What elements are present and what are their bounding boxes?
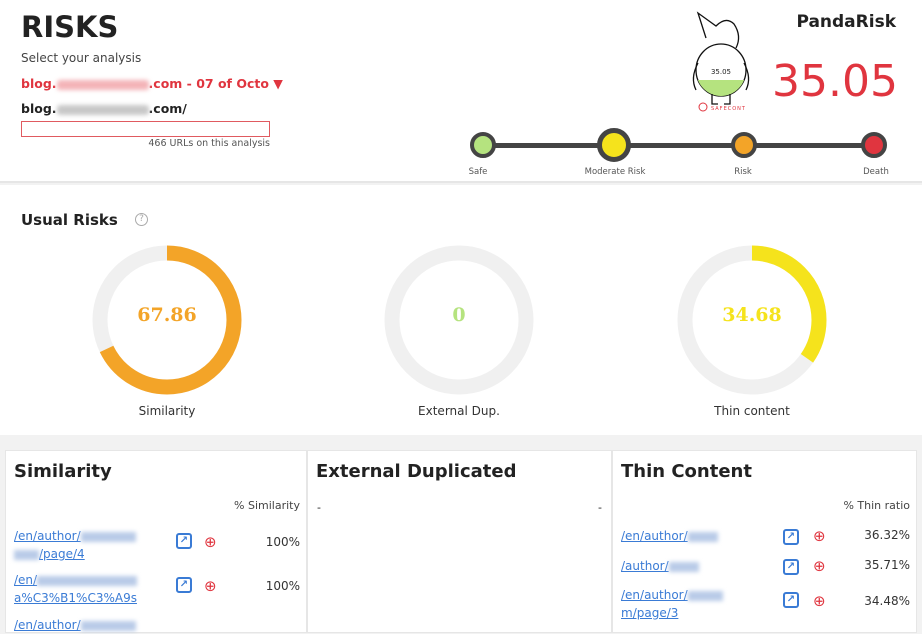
url-link[interactable]: /en/author/ bbox=[14, 616, 164, 634]
empty-value: - bbox=[317, 501, 321, 514]
url-link[interactable]: /en/a%C3%B1%C3%A9s bbox=[14, 573, 138, 605]
similarity-value: 100% bbox=[265, 579, 300, 593]
url-count: 466 URLs on this analysis bbox=[148, 138, 270, 149]
thin-content-panel: Thin Content % Thin ratio /en/author/ ↗ ⊕ 3… bbox=[612, 450, 917, 633]
open-external-icon[interactable]: ↗ bbox=[783, 529, 799, 545]
analysis-dropdown[interactable]: blog. .com - 07 of Octo ▼ bbox=[21, 76, 283, 91]
page-title: RISKS bbox=[21, 10, 119, 44]
panel-title: External Duplicated bbox=[316, 461, 517, 482]
caret-down-icon: ▼ bbox=[273, 76, 283, 91]
duplicate-check-icon[interactable]: ⊕ bbox=[813, 557, 826, 575]
panda-mascot-icon: 35.05 SAFECONT bbox=[692, 11, 750, 112]
section-title: Usual Risks bbox=[21, 211, 118, 229]
panel-title: Similarity bbox=[14, 461, 112, 482]
brand-name: PandaRisk bbox=[796, 12, 896, 32]
column-header: % Similarity bbox=[234, 499, 300, 512]
open-external-icon[interactable]: ↗ bbox=[176, 577, 192, 593]
duplicate-check-icon[interactable]: ⊕ bbox=[813, 592, 826, 610]
analysis-prefix: blog. bbox=[21, 76, 57, 91]
url-link[interactable]: /en/author/m/page/3 bbox=[621, 586, 771, 622]
gauge-label: External Dup. bbox=[418, 404, 500, 418]
list-item: /en/author/m/page/3 ↗ ⊕ 34.48% bbox=[621, 586, 910, 622]
gauge-ring bbox=[92, 245, 242, 395]
external-duplicated-panel: External Duplicated - - bbox=[307, 450, 612, 633]
domain-prefix: blog. bbox=[21, 101, 57, 116]
analysis-suffix: .com - 07 of Octo bbox=[148, 76, 269, 91]
empty-value: - bbox=[598, 501, 602, 514]
gauge-value: 67.86 bbox=[137, 304, 197, 326]
panda-score: 35.05 bbox=[772, 56, 898, 107]
duplicate-check-icon[interactable]: ⊕ bbox=[813, 527, 826, 545]
column-header: % Thin ratio bbox=[843, 499, 910, 512]
thin-ratio-value: 36.32% bbox=[864, 528, 910, 542]
level-label: Death bbox=[863, 167, 889, 177]
url-link[interactable]: /en/author/ bbox=[621, 527, 771, 545]
level-dot-safe bbox=[470, 132, 496, 158]
url-link[interactable]: /en/author//page/4 bbox=[14, 527, 164, 563]
svg-text:SAFECONT: SAFECONT bbox=[711, 106, 746, 112]
panel-title: Thin Content bbox=[621, 461, 752, 482]
gauge-external-dup: 0 External Dup. bbox=[379, 240, 539, 418]
gauge-label: Thin content bbox=[714, 404, 790, 418]
level-label: Risk bbox=[734, 167, 752, 177]
redacted bbox=[56, 104, 149, 115]
gauge-track bbox=[384, 245, 534, 395]
url-link[interactable]: /author/ bbox=[621, 557, 771, 575]
gauge-value: 34.68 bbox=[722, 304, 782, 326]
open-external-icon[interactable]: ↗ bbox=[783, 592, 799, 608]
level-label: Moderate Risk bbox=[584, 167, 646, 177]
similarity-value: 100% bbox=[265, 535, 300, 549]
level-dot-moderate bbox=[597, 128, 631, 162]
list-item: /author/ ↗ ⊕ 35.71% bbox=[621, 557, 910, 575]
gauge-ring bbox=[384, 245, 534, 395]
open-external-icon[interactable]: ↗ bbox=[176, 533, 192, 549]
level-label: Safe bbox=[468, 167, 488, 177]
duplicate-check-icon[interactable]: ⊕ bbox=[204, 533, 217, 551]
gauge-value: 0 bbox=[452, 304, 466, 326]
similarity-panel: Similarity % Similarity /en/author//page… bbox=[5, 450, 307, 633]
select-label: Select your analysis bbox=[21, 51, 142, 65]
redacted bbox=[56, 79, 149, 90]
domain-suffix: .com/ bbox=[148, 101, 187, 116]
thin-ratio-value: 34.48% bbox=[864, 594, 910, 608]
level-dot-risk bbox=[731, 132, 757, 158]
gauge-ring bbox=[677, 245, 827, 395]
header: RISKS Select your analysis blog. .com - 0… bbox=[0, 0, 922, 183]
gauge-label: Similarity bbox=[138, 404, 196, 418]
duplicate-check-icon[interactable]: ⊕ bbox=[204, 577, 217, 595]
list-item: /en/author//page/4 ↗ ⊕ 100% bbox=[14, 527, 300, 563]
thin-ratio-value: 35.71% bbox=[864, 558, 910, 572]
open-external-icon[interactable]: ↗ bbox=[783, 559, 799, 575]
risk-scale: Safe Moderate Risk Risk Death bbox=[468, 128, 890, 178]
gauge-thin-content: 34.68 Thin content bbox=[672, 240, 832, 418]
scale-line bbox=[484, 143, 876, 148]
list-item: /en/a%C3%B1%C3%A9s ↗ ⊕ 100% bbox=[14, 571, 300, 607]
list-item: /en/author/ ↗ ⊕ 36.32% bbox=[621, 527, 910, 545]
url-search-input[interactable] bbox=[21, 121, 270, 137]
level-dot-death bbox=[861, 132, 887, 158]
help-icon[interactable]: ? bbox=[135, 213, 148, 226]
gauge-arc bbox=[92, 245, 242, 395]
domain-label: blog. .com/ bbox=[21, 101, 187, 116]
gauge-similarity: 67.86 Similarity bbox=[87, 240, 247, 418]
usual-risks-section: Usual Risks ? 67.86 Similarity 0 External … bbox=[0, 185, 922, 435]
list-item: /en/author/ bbox=[14, 616, 300, 634]
mascot-score: 35.05 bbox=[711, 68, 731, 76]
gauge-arc bbox=[677, 245, 827, 395]
